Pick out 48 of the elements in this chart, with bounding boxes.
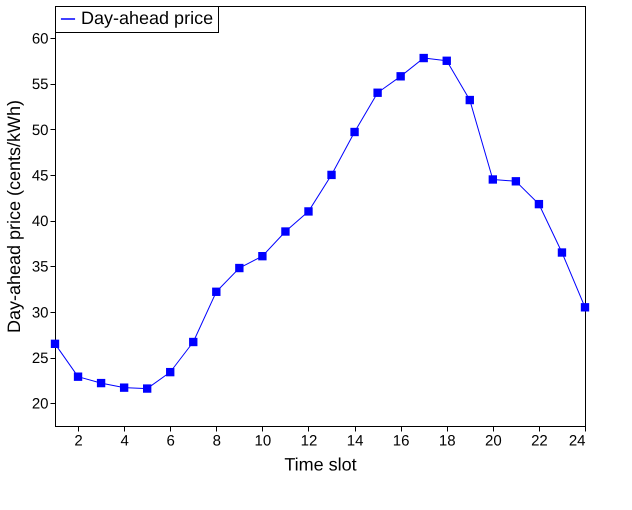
point (580, 303, 590, 312)
point (534, 200, 544, 208)
point (442, 56, 451, 65)
point (350, 128, 359, 136)
x-tick-label: 4 (120, 432, 129, 450)
point (327, 170, 336, 180)
y-tick-label: 35 (32, 258, 48, 276)
point (166, 368, 174, 376)
x-tick-label: 8 (212, 432, 221, 450)
point (74, 372, 82, 381)
point (120, 383, 128, 392)
point (50, 340, 60, 348)
point (235, 264, 244, 272)
point (258, 252, 267, 260)
point (304, 207, 313, 216)
x-tick-label: 6 (166, 432, 175, 450)
point (420, 54, 428, 62)
y-tick-label: 40 (32, 213, 48, 230)
x-tick-label: 14 (346, 432, 364, 450)
point (142, 384, 152, 393)
x-tick-label: 18 (438, 432, 456, 450)
x-tick-label: 22 (531, 432, 548, 450)
x-tick-label: 10 (254, 432, 272, 450)
x-axis-title: Time slot (284, 454, 357, 474)
point (396, 72, 405, 80)
y-tick-label: 25 (32, 350, 48, 368)
point (189, 338, 198, 346)
x-tick-label: 20 (484, 432, 502, 450)
x-tick-label: 24 (568, 432, 586, 450)
point (466, 96, 474, 104)
y-tick-label: 50 (32, 122, 48, 139)
y-tick-label: 45 (32, 167, 48, 184)
y-axis-title: Day-ahead price (cents/kWh) (4, 100, 24, 334)
x-tick-label: 12 (300, 432, 318, 450)
point (281, 227, 290, 236)
y-tick-label: 30 (32, 304, 48, 322)
x-tick-label: 16 (392, 432, 410, 450)
point (512, 177, 520, 186)
y-tick-label: 55 (32, 76, 48, 94)
y-tick-label: 60 (32, 30, 48, 48)
x-tick-label: 2 (74, 432, 83, 450)
point (373, 88, 382, 97)
y-tick-label: 20 (32, 396, 48, 413)
point (558, 248, 566, 257)
point (488, 175, 498, 184)
point (96, 378, 106, 388)
point (212, 288, 220, 296)
legend-label: Day-ahead price (81, 8, 214, 28)
